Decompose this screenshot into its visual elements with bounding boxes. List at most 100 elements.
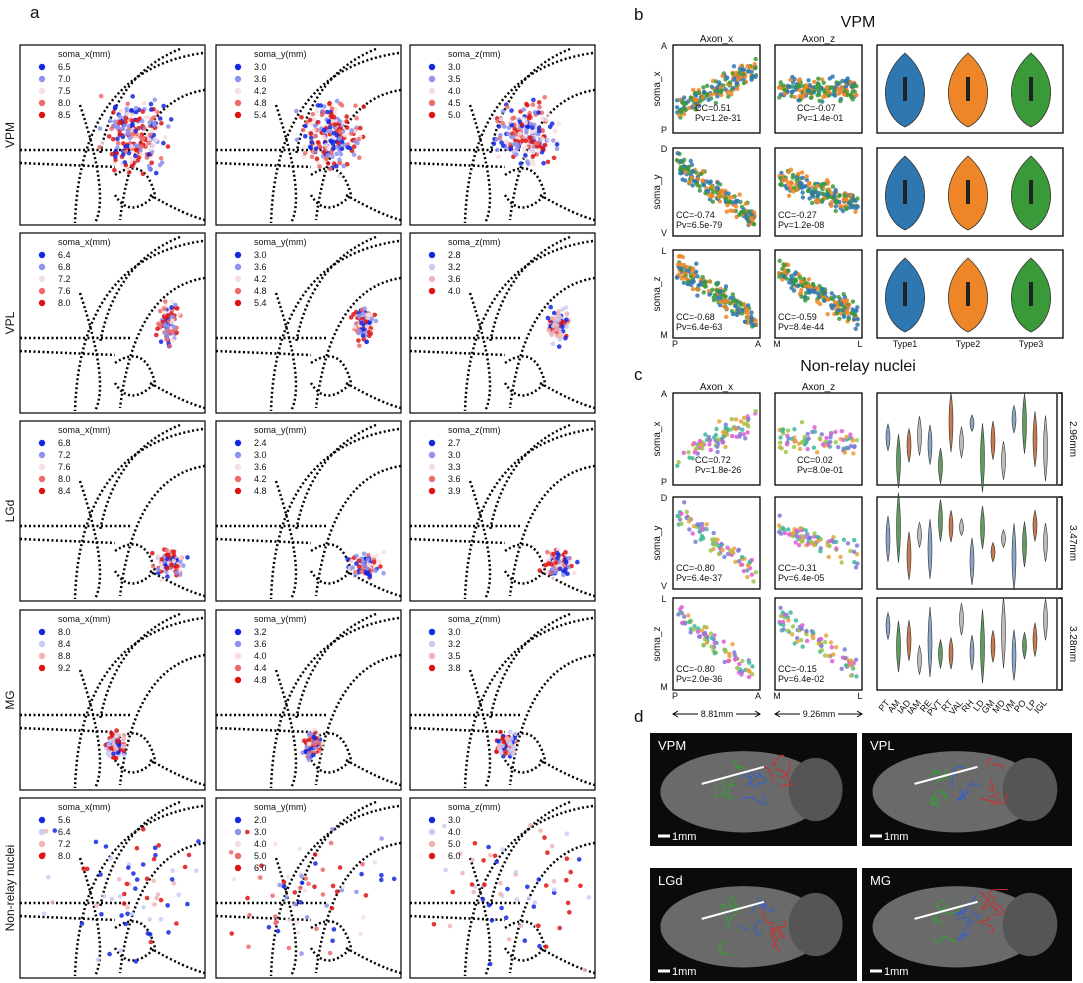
scatter-dot: [702, 290, 706, 294]
soma-dot: [528, 823, 533, 828]
scatter-dot: [793, 95, 797, 99]
soma-dot: [340, 147, 345, 152]
scatter-dot: [838, 555, 842, 559]
scatter-dot: [726, 191, 730, 195]
legend-value: 7.6: [58, 286, 71, 296]
soma-dot: [114, 125, 119, 130]
soma-dot: [126, 131, 131, 136]
scatter-dot: [731, 86, 735, 90]
soma-dot: [328, 167, 333, 172]
scatter-dot: [797, 79, 801, 83]
legend-value: 3.0: [448, 815, 461, 825]
soma-dot: [353, 573, 358, 578]
scatter-dot: [746, 314, 750, 318]
scatter-dot: [740, 67, 744, 71]
scatter-dot: [828, 539, 832, 543]
soma-dot: [159, 898, 164, 903]
soma-dot: [187, 853, 192, 858]
legend-value: 8.5: [58, 110, 71, 120]
soma-dot: [145, 896, 150, 901]
soma-dot: [497, 747, 502, 752]
soma-dot: [360, 862, 365, 867]
scatter-dot: [726, 659, 730, 663]
scatter-dot: [679, 522, 683, 526]
soma-dot: [565, 572, 570, 577]
soma-dot: [129, 144, 134, 149]
soma-dot: [121, 152, 126, 157]
legend-swatch: [429, 264, 435, 270]
legend-value: 7.2: [58, 450, 71, 460]
scatter-dot: [819, 185, 823, 189]
soma-dot: [564, 325, 569, 330]
soma-dot: [309, 146, 314, 151]
legend-swatch: [429, 476, 435, 482]
legend-swatch: [429, 817, 435, 823]
soma-dot: [165, 325, 170, 330]
soma-dot: [531, 98, 536, 103]
legend-swatch: [235, 88, 241, 94]
soma-dot: [527, 116, 532, 121]
soma-dot: [381, 550, 386, 555]
soma-dot: [130, 912, 135, 917]
soma-dot: [550, 844, 555, 849]
row-label: soma_y: [652, 174, 663, 209]
scatter-dot: [855, 438, 859, 442]
scatter-dot: [682, 451, 686, 455]
soma-dot: [156, 843, 161, 848]
type-label: Type3: [1019, 339, 1044, 349]
scatter-dot: [854, 93, 858, 97]
soma-dot: [282, 880, 287, 885]
soma-dot: [488, 962, 493, 967]
legend-value: 5.0: [254, 851, 267, 861]
soma-dot: [287, 946, 292, 951]
scatter-dot: [728, 200, 732, 204]
soma-dot: [118, 949, 123, 954]
soma-dot: [366, 557, 371, 562]
nucleus-label: IGL: [1032, 698, 1049, 716]
soma-dot: [544, 944, 549, 949]
legend-swatch: [39, 841, 45, 847]
soma-dot: [303, 134, 308, 139]
soma-dot: [305, 915, 310, 920]
scatter-dot: [747, 675, 751, 679]
legend-swatch: [235, 288, 241, 294]
scatter-dot: [729, 550, 733, 554]
scatter-dot: [799, 295, 803, 299]
soma-dot: [340, 103, 345, 108]
scatter-dot: [815, 300, 819, 304]
scatter-dot: [735, 87, 739, 91]
soma-dot: [523, 938, 528, 943]
scatter-dot: [799, 638, 803, 642]
soma-dot: [361, 915, 366, 920]
soma-dot: [337, 119, 342, 124]
scatter-dot: [844, 663, 848, 667]
scatter-dot: [744, 216, 748, 220]
soma-dot: [333, 122, 338, 127]
soma-dot: [558, 566, 563, 571]
cell-frame: [410, 610, 595, 790]
scatter-dot: [709, 93, 713, 97]
scatter-dot: [731, 292, 735, 296]
scatter-dot: [838, 99, 842, 103]
scatter-dot: [834, 204, 838, 208]
legend-swatch: [39, 300, 45, 306]
scatter-dot: [696, 287, 700, 291]
scatter-dot: [686, 450, 690, 454]
soma-dot: [507, 937, 512, 942]
scatter-dot: [751, 579, 755, 583]
soma-dot: [552, 156, 557, 161]
panel-title: Non-relay nuclei: [800, 358, 916, 375]
soma-dot: [302, 738, 307, 743]
soma-dot: [141, 905, 146, 910]
scatter-dot: [724, 284, 728, 288]
scatter-dot: [700, 534, 704, 538]
scatter-dot: [844, 206, 848, 210]
scatter-dot: [728, 80, 732, 84]
soma-dot: [165, 314, 170, 319]
scatter-dot: [832, 194, 836, 198]
scatter-dot: [711, 200, 715, 204]
soma-dot: [299, 874, 304, 879]
scatter-dot: [715, 288, 719, 292]
legend-swatch: [235, 817, 241, 823]
stat-cc: CC=0.72: [695, 455, 731, 465]
